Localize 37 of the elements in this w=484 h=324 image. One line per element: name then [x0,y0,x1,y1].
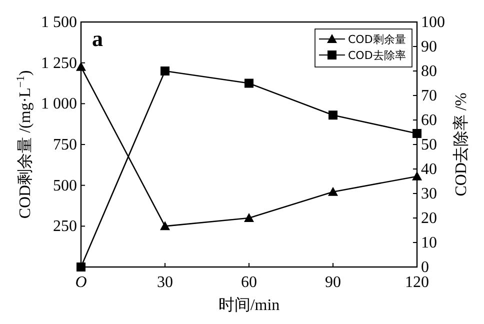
legend-label: COD剩余量 [348,33,406,46]
x-tick-label: 30 [157,274,173,291]
x-axis-title: 时间/min [218,296,280,314]
y-tick-label: 250 [53,218,77,236]
y2-tick-label: 50 [421,136,437,154]
x-tick-label: O [75,274,88,291]
point [244,78,254,88]
y2-tick-label: 30 [421,186,437,202]
y-tick-label: 1 500 [41,14,77,31]
y2-tick-label: 20 [421,210,437,227]
y2-tick-label: 100 [421,14,445,31]
y-tick-label: 750 [53,136,77,154]
point [412,171,422,180]
annotation: a [92,26,103,51]
point [328,110,338,120]
y2-tick-label: 70 [421,88,437,104]
x-tick-label: 90 [325,274,341,291]
y2-tick-label: 90 [421,38,437,56]
point [76,62,86,71]
point [244,213,254,222]
y2-tick-label: 0 [421,259,429,276]
point [160,221,170,230]
y2-tick-label: 80 [421,63,437,80]
x-tick-label: 120 [405,274,429,291]
point [76,262,86,272]
point [412,128,422,138]
y2-tick-label: 40 [421,161,437,178]
y-tick-label: 500 [53,177,77,194]
x-tick-label: 60 [241,274,257,291]
legend-label: COD去除率 [348,49,406,62]
y-tick-label: 1 250 [41,54,77,72]
point [160,66,170,76]
point [328,186,338,196]
y2-tick-label: 10 [421,234,437,252]
y2-tick-label: 60 [421,112,437,129]
y2-axis-title: COD去除率 /% [452,92,470,196]
y-tick-label: 1 000 [41,96,77,113]
